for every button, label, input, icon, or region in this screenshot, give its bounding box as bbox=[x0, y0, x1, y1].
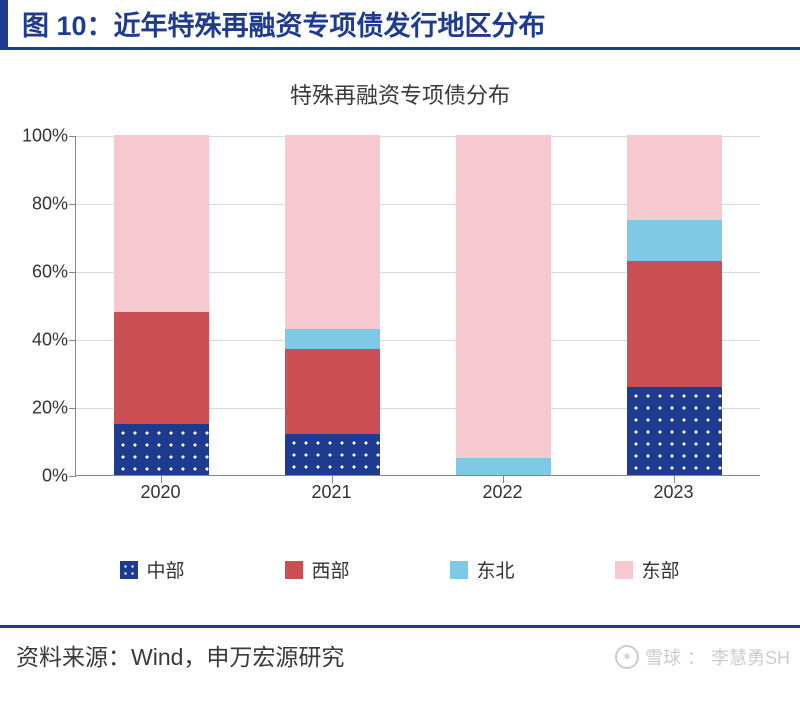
bar-segment bbox=[627, 135, 721, 220]
y-axis-label: 40% bbox=[14, 330, 68, 351]
x-axis-label: 2020 bbox=[140, 482, 180, 503]
chart-area: 0%20%40%60%80%100% 2020 2021 2022 2023 bbox=[75, 136, 760, 506]
stacked-bar bbox=[285, 135, 379, 475]
stacked-bar bbox=[627, 135, 721, 475]
bar-segment bbox=[285, 135, 379, 329]
y-tick bbox=[69, 204, 76, 205]
x-axis-label: 2021 bbox=[311, 482, 351, 503]
legend: 中部 西部 东北 东部 bbox=[70, 556, 730, 583]
plot: 0%20%40%60%80%100% bbox=[75, 136, 760, 476]
legend-item: 中部 bbox=[120, 556, 184, 583]
legend-item: 东北 bbox=[450, 556, 514, 583]
legend-item: 东部 bbox=[615, 556, 679, 583]
legend-label: 东北 bbox=[476, 556, 514, 583]
watermark-brand: 雪球 bbox=[645, 644, 681, 670]
legend-item: 西部 bbox=[285, 556, 349, 583]
x-axis-label: 2023 bbox=[653, 482, 693, 503]
y-tick bbox=[69, 476, 76, 477]
watermark-icon: ✶ bbox=[615, 645, 639, 669]
y-tick bbox=[69, 272, 76, 273]
y-axis-label: 100% bbox=[14, 126, 68, 147]
y-axis-label: 20% bbox=[14, 398, 68, 419]
y-axis-label: 0% bbox=[14, 466, 68, 487]
legend-swatch bbox=[285, 561, 303, 579]
figure-title: 图 10：近年特殊再融资专项债发行地区分布 bbox=[8, 0, 800, 50]
y-tick bbox=[69, 136, 76, 137]
y-axis-label: 80% bbox=[14, 194, 68, 215]
bar-segment bbox=[114, 424, 208, 475]
watermark: ✶ 雪球 ： 李慧勇SH bbox=[615, 644, 790, 670]
bar-segment bbox=[627, 220, 721, 261]
y-tick bbox=[69, 340, 76, 341]
header-accent bbox=[0, 0, 8, 50]
figure-header: 图 10：近年特殊再融资专项债发行地区分布 bbox=[0, 0, 800, 50]
bar-segment bbox=[456, 135, 550, 458]
bar-segment bbox=[285, 329, 379, 349]
y-axis-label: 60% bbox=[14, 262, 68, 283]
legend-label: 中部 bbox=[146, 556, 184, 583]
legend-label: 西部 bbox=[311, 556, 349, 583]
bar-segment bbox=[627, 261, 721, 387]
watermark-author: 李慧勇SH bbox=[711, 644, 790, 670]
bar-segment bbox=[627, 387, 721, 475]
bar-segment bbox=[114, 135, 208, 312]
stacked-bar bbox=[114, 135, 208, 475]
y-tick bbox=[69, 408, 76, 409]
bar-segment bbox=[114, 312, 208, 424]
legend-swatch bbox=[450, 561, 468, 579]
watermark-sep: ： bbox=[687, 644, 705, 670]
x-axis-label: 2022 bbox=[482, 482, 522, 503]
chart-subtitle: 特殊再融资专项债分布 bbox=[0, 78, 800, 110]
legend-swatch bbox=[615, 561, 633, 579]
legend-label: 东部 bbox=[641, 556, 679, 583]
bar-segment bbox=[285, 349, 379, 434]
stacked-bar bbox=[456, 135, 550, 475]
bar-segment bbox=[285, 434, 379, 475]
legend-swatch bbox=[120, 561, 138, 579]
bar-segment bbox=[456, 458, 550, 475]
